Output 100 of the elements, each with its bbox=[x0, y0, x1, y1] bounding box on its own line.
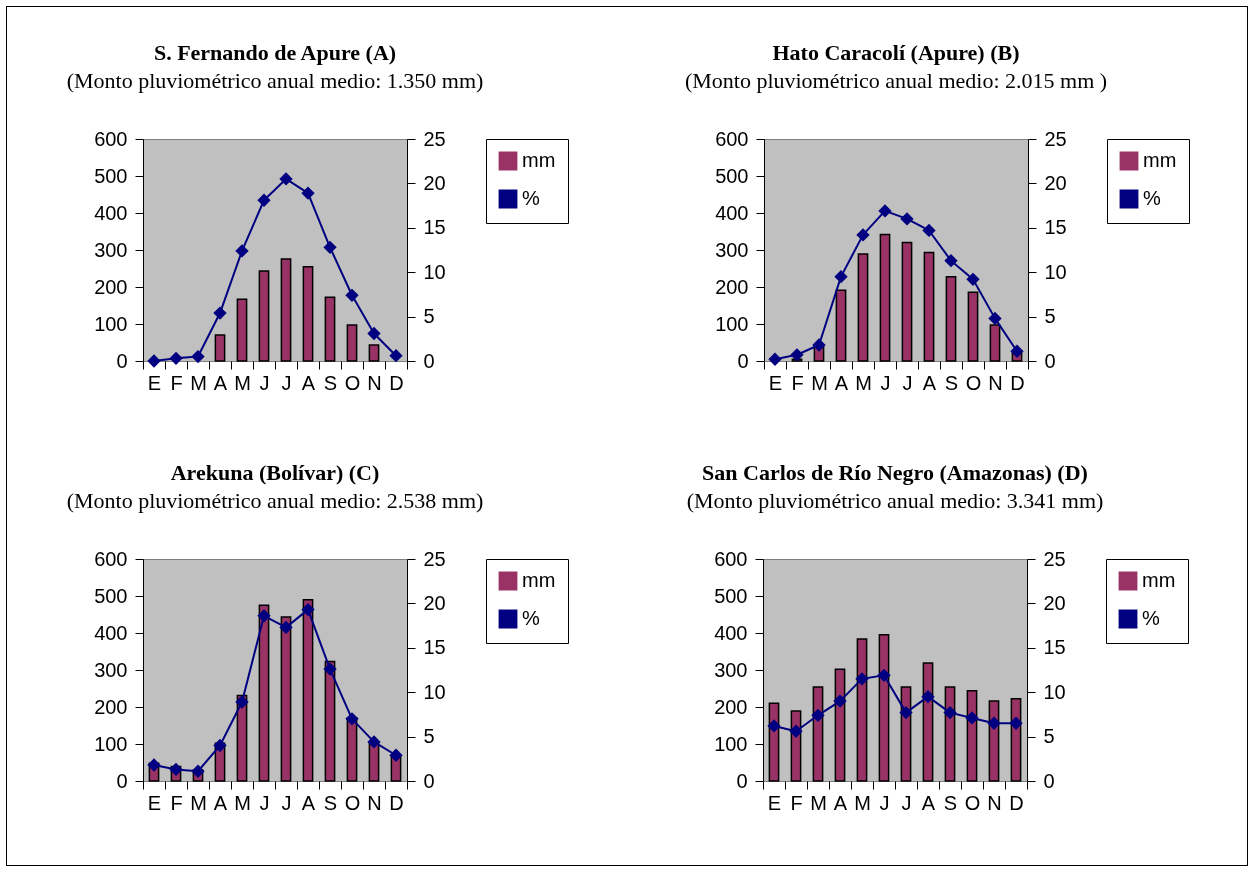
y-tick-label: 100 bbox=[93, 732, 127, 755]
y-tick-label: 500 bbox=[713, 584, 747, 607]
y-tick-label: 600 bbox=[715, 127, 749, 150]
x-tick-label: O bbox=[965, 371, 982, 394]
y2-tick-label: 5 bbox=[1044, 305, 1056, 328]
legend-label: mm bbox=[521, 569, 555, 591]
y-tick-label: 300 bbox=[93, 238, 127, 261]
y2-tick-label: 20 bbox=[1043, 591, 1066, 614]
y2-tick-label: 15 bbox=[423, 216, 446, 239]
legend-label: % bbox=[521, 607, 540, 629]
y-tick-label: 600 bbox=[713, 547, 747, 570]
chart-title: Hato Caracolí (Apure) (B) bbox=[772, 40, 1020, 65]
x-tick-label: F bbox=[791, 371, 804, 394]
chart-subtitle: (Monto pluviométrico anual medio: 2.538 mm) bbox=[66, 488, 483, 513]
y-tick-label: 200 bbox=[93, 275, 127, 298]
legend-label: mm bbox=[1141, 569, 1175, 591]
chart-title: S. Fernando de Apure (A) bbox=[153, 40, 396, 65]
x-tick-label: E bbox=[768, 371, 783, 394]
y2-tick-label: 20 bbox=[423, 591, 446, 614]
chart-subtitle: (Monto pluviométrico anual medio: 2.015 mm ) bbox=[684, 68, 1108, 93]
x-tick-label: D bbox=[388, 791, 404, 814]
y2-tick-label: 25 bbox=[1043, 547, 1066, 570]
x-tick-label: J bbox=[879, 791, 889, 814]
y-tick-label: 100 bbox=[93, 312, 127, 335]
y-tick-label: 500 bbox=[715, 164, 749, 187]
x-tick-label: M bbox=[189, 371, 207, 394]
x-tick-label: J bbox=[281, 371, 291, 394]
y-tick-label: 400 bbox=[93, 201, 127, 224]
y-tick-label: 0 bbox=[115, 349, 127, 372]
y2-tick-label: 10 bbox=[1044, 260, 1067, 283]
x-tick-label: E bbox=[767, 791, 781, 814]
x-tick-label: M bbox=[233, 791, 251, 814]
x-tick-label: N bbox=[366, 791, 382, 814]
y2-tick-label: 0 bbox=[1043, 769, 1055, 792]
x-tick-label: M bbox=[189, 791, 207, 814]
y-tick-label: 300 bbox=[715, 238, 749, 261]
y-tick-label: 0 bbox=[115, 769, 127, 792]
chart-title: San Carlos de Río Negro (Amazonas) (D) bbox=[701, 460, 1088, 485]
chart-subtitle: (Monto pluviométrico anual medio: 3.341 mm) bbox=[686, 488, 1103, 513]
y2-tick-label: 0 bbox=[423, 769, 435, 792]
x-tick-label: M bbox=[809, 791, 827, 814]
x-tick-label: D bbox=[1010, 371, 1025, 394]
y2-tick-label: 5 bbox=[423, 725, 435, 748]
x-tick-label: M bbox=[853, 791, 871, 814]
y-tick-label: 100 bbox=[715, 312, 749, 335]
x-tick-label: N bbox=[988, 371, 1003, 394]
x-tick-label: F bbox=[169, 791, 183, 814]
y-tick-label: 500 bbox=[93, 164, 127, 187]
x-tick-label: E bbox=[147, 791, 161, 814]
x-tick-label: D bbox=[388, 371, 404, 394]
chart-title: Arekuna (Bolívar) (C) bbox=[170, 460, 379, 485]
chart-subtitle: (Monto pluviométrico anual medio: 1.350 mm) bbox=[66, 68, 483, 93]
x-tick-label: A bbox=[301, 371, 316, 394]
x-tick-label: F bbox=[789, 791, 803, 814]
x-tick-label: S bbox=[944, 371, 959, 394]
y2-tick-label: 10 bbox=[423, 260, 446, 283]
legend-label: mm bbox=[521, 149, 555, 171]
x-tick-label: A bbox=[213, 371, 228, 394]
y-tick-label: 100 bbox=[713, 732, 747, 755]
y2-tick-label: 15 bbox=[1043, 636, 1066, 659]
y-tick-label: 400 bbox=[715, 201, 749, 224]
y2-tick-label: 20 bbox=[423, 171, 446, 194]
y2-tick-label: 5 bbox=[423, 305, 435, 328]
y-tick-label: 200 bbox=[713, 695, 747, 718]
x-tick-label: D bbox=[1008, 791, 1024, 814]
x-tick-label: S bbox=[323, 371, 337, 394]
y2-tick-label: 25 bbox=[423, 127, 446, 150]
y-tick-label: 200 bbox=[715, 275, 749, 298]
y-tick-label: 600 bbox=[93, 547, 127, 570]
y2-tick-label: 10 bbox=[1043, 680, 1066, 703]
x-tick-label: N bbox=[986, 791, 1002, 814]
x-tick-label: O bbox=[344, 791, 360, 814]
y-tick-label: 400 bbox=[93, 621, 127, 644]
legend-label: mm bbox=[1143, 149, 1177, 171]
x-tick-label: M bbox=[811, 371, 828, 394]
y2-tick-label: 10 bbox=[423, 680, 446, 703]
x-tick-label: A bbox=[834, 371, 849, 394]
x-tick-label: O bbox=[964, 791, 980, 814]
x-tick-label: M bbox=[233, 371, 251, 394]
y2-tick-label: 15 bbox=[1044, 216, 1067, 239]
x-tick-label: N bbox=[366, 371, 382, 394]
x-tick-label: A bbox=[833, 791, 848, 814]
y-tick-label: 400 bbox=[713, 621, 747, 644]
x-tick-label: M bbox=[855, 371, 872, 394]
y2-tick-label: 25 bbox=[1044, 127, 1067, 150]
legend-label: % bbox=[521, 187, 540, 209]
y-tick-label: 500 bbox=[93, 584, 127, 607]
x-tick-label: A bbox=[921, 791, 936, 814]
legend-label: % bbox=[1141, 607, 1160, 629]
y-tick-label: 300 bbox=[713, 658, 747, 681]
x-tick-label: A bbox=[922, 371, 937, 394]
y-tick-label: 0 bbox=[735, 769, 747, 792]
x-tick-label: F bbox=[169, 371, 183, 394]
y2-tick-label: 15 bbox=[423, 636, 446, 659]
x-tick-label: J bbox=[281, 791, 291, 814]
x-tick-label: J bbox=[259, 791, 269, 814]
y-tick-label: 200 bbox=[93, 695, 127, 718]
x-tick-label: J bbox=[880, 371, 891, 394]
x-tick-label: S bbox=[323, 791, 337, 814]
y2-tick-label: 5 bbox=[1043, 725, 1055, 748]
